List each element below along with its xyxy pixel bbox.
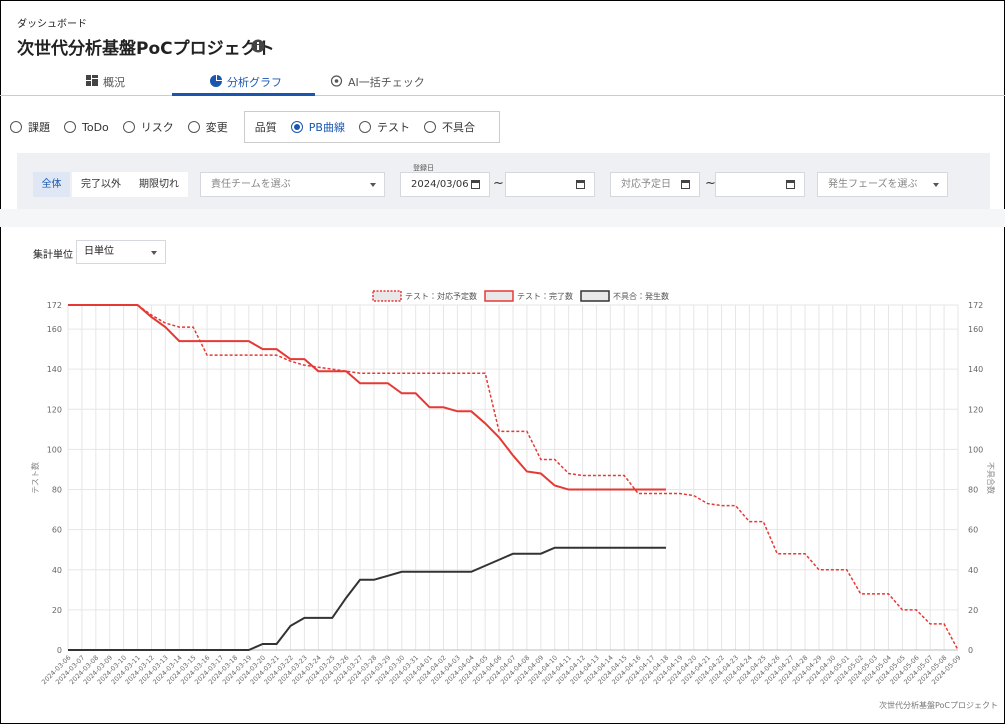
field-text: 責任チームを選ぶ: [211, 179, 291, 190]
input-field[interactable]: [505, 172, 595, 197]
aggregation-label: 集計単位: [33, 250, 73, 261]
radio-label: 変更: [205, 121, 228, 134]
calendar-icon: [681, 180, 690, 189]
tab-indicator: [172, 93, 315, 96]
caret: [370, 183, 376, 187]
radio-option[interactable]: 不具合: [423, 119, 475, 135]
tab[interactable]: 分析グラフ: [210, 74, 282, 90]
aggregation-value: 日単位: [84, 246, 114, 257]
range-separator: ~: [705, 176, 716, 191]
radio-circle: [187, 121, 200, 133]
radio-option[interactable]: 課題: [10, 119, 50, 135]
radio-option[interactable]: リスク: [122, 119, 174, 135]
aggregation-select[interactable]: 日単位: [76, 240, 166, 264]
radio-label: 課題: [28, 121, 50, 134]
tab-label: 分析グラフ: [227, 76, 282, 89]
radio-option[interactable]: テスト: [358, 119, 410, 135]
date-label: 登録日: [413, 164, 434, 172]
radio-circle: [122, 121, 135, 133]
tab-label: AI一括チェック: [348, 76, 425, 89]
radio-circle: [64, 121, 76, 133]
info-icon[interactable]: [251, 39, 265, 53]
tab[interactable]: AI一括チェック: [330, 74, 425, 90]
radio-circle: [10, 121, 22, 133]
field-text: 対応予定日: [621, 179, 671, 190]
radio-circle: [423, 121, 436, 133]
breadcrumb[interactable]: ダッシュボード: [17, 19, 87, 30]
filter-button[interactable]: 完了以外: [72, 172, 130, 197]
radio-label: テスト: [376, 121, 410, 134]
field-text: 発生フェーズを選ぶ: [828, 179, 918, 190]
radio-label: PB曲線: [308, 121, 345, 134]
caret: [151, 251, 157, 255]
calendar-icon: [576, 180, 585, 189]
filter-button[interactable]: 全体: [33, 172, 70, 197]
quality-group: 品質 PB曲線 テスト 不具合: [243, 111, 500, 143]
radio-circle: [358, 121, 371, 133]
range-separator: ~: [493, 176, 504, 191]
filter-panel: 全体 完了以外 期限切れ 責任チームを選ぶ 登録日 2024/03/06 ~ 対応予定日 ~ 発生…: [17, 153, 990, 209]
radio-label: ToDo: [82, 120, 109, 134]
radio-label: 不具合: [441, 121, 475, 134]
input-field[interactable]: 2024/03/06: [400, 172, 490, 197]
separator-band: [0, 209, 1005, 227]
filter-button[interactable]: 期限切れ: [130, 172, 188, 197]
radio-option[interactable]: PB曲線: [290, 119, 345, 135]
calendar-icon: [471, 180, 480, 189]
tab[interactable]: 概況: [86, 74, 125, 90]
radio-option[interactable]: ToDo: [64, 121, 109, 134]
tab-icon: [330, 74, 343, 90]
input-field[interactable]: [715, 172, 805, 197]
type-radios: 課題 ToDo リスク 変更 品質 PB曲線 テスト 不具合: [10, 111, 500, 143]
input-field[interactable]: 対応予定日: [610, 172, 700, 197]
tab-label: 概況: [103, 76, 125, 89]
page-title: 次世代分析基盤PoCプロジェクト: [17, 39, 275, 59]
radio-label: リスク: [140, 121, 174, 134]
input-field[interactable]: 責任チームを選ぶ: [200, 172, 385, 197]
group-label: 品質: [254, 121, 277, 134]
tab-divider: [0, 95, 1005, 96]
calendar-icon: [786, 180, 795, 189]
input-field[interactable]: 発生フェーズを選ぶ: [817, 172, 948, 197]
radio-circle: [290, 121, 303, 133]
tab-icon: [86, 75, 98, 89]
tab-icon: [210, 74, 222, 90]
field-text: 2024/03/06: [411, 179, 469, 190]
radio-option[interactable]: 変更: [187, 119, 228, 135]
caret: [933, 183, 939, 187]
